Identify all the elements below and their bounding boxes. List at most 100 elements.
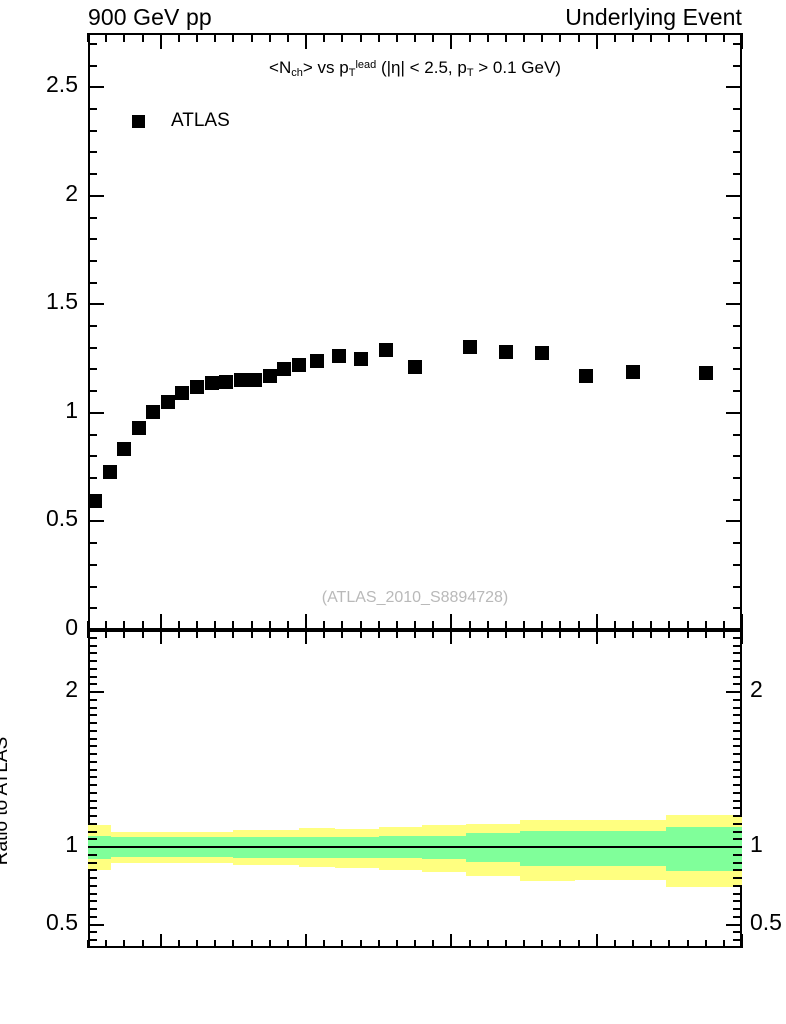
x-tick-main-bottom	[141, 621, 144, 630]
y-tick-ratio	[88, 714, 97, 717]
x-tick-ratio-bottom	[450, 934, 453, 948]
x-tick-ratio-bottom	[650, 940, 653, 948]
x-tick-main-top	[87, 33, 89, 42]
y-tick-ratio-right	[733, 745, 742, 748]
y-tick-ratio-right	[726, 691, 742, 694]
x-tick-main-top	[486, 33, 489, 42]
x-tick-ratio-bottom	[177, 940, 180, 948]
y-tick-ratio	[88, 869, 97, 872]
y-tick-main-right	[726, 194, 742, 197]
y-tick-ratio-right	[733, 908, 742, 911]
x-tick-ratio-bottom	[305, 934, 307, 948]
y-axis-label: 1.5	[46, 288, 78, 315]
y-tick-ratio-right	[733, 652, 742, 655]
x-tick-ratio-top	[650, 630, 653, 638]
title-sub-t: T	[348, 67, 356, 79]
y-tick-main	[88, 325, 97, 328]
y-tick-main-right	[733, 455, 742, 458]
x-tick-ratio-top	[541, 630, 544, 638]
x-tick-main-bottom	[432, 621, 435, 630]
y-axis-label: 0.5	[46, 505, 78, 532]
y-tick-ratio	[88, 675, 97, 678]
header-beam-label: 900 GeV pp	[88, 4, 212, 30]
y-tick-main-right	[726, 86, 742, 89]
x-tick-main-top	[650, 33, 653, 42]
x-tick-ratio-bottom	[232, 940, 235, 948]
y-tick-main-right	[733, 259, 742, 262]
data-point	[233, 373, 248, 388]
y-tick-main	[88, 411, 104, 414]
x-tick-ratio-bottom	[613, 940, 616, 948]
x-tick-main-top	[305, 33, 307, 49]
y-tick-ratio	[88, 745, 97, 748]
title-cond-a: (|η| < 2.5, p	[376, 58, 467, 77]
y-tick-ratio-right	[726, 923, 742, 926]
x-tick-ratio-bottom	[87, 940, 89, 948]
title-cond-b: > 0.1 GeV)	[473, 58, 561, 77]
y-tick-ratio-right	[733, 900, 742, 903]
y-tick-ratio	[88, 698, 97, 701]
data-point	[102, 464, 117, 479]
x-tick-ratio-bottom	[432, 940, 435, 948]
x-tick-ratio-bottom	[395, 940, 398, 948]
x-tick-ratio-top	[196, 630, 198, 638]
x-tick-main-bottom	[704, 621, 707, 630]
x-tick-ratio-top	[141, 630, 144, 638]
y-tick-ratio-right	[733, 869, 742, 872]
data-point	[88, 493, 103, 508]
y-axis-label: 0	[65, 614, 78, 640]
x-tick-main-bottom	[268, 621, 271, 630]
x-tick-main-bottom	[559, 621, 562, 630]
y-tick-ratio	[88, 884, 97, 887]
y-tick-main	[88, 303, 104, 306]
y-tick-ratio	[88, 939, 97, 942]
y-tick-ratio-right	[733, 884, 742, 887]
y-tick-main-right	[726, 303, 742, 306]
y-tick-main	[88, 216, 97, 219]
x-tick-ratio-top	[577, 630, 580, 638]
x-tick-main-top	[268, 33, 271, 42]
y-tick-ratio	[88, 853, 97, 856]
legend: ATLAS	[132, 110, 230, 132]
x-tick-main-top	[577, 33, 580, 42]
x-tick-ratio-bottom	[741, 934, 743, 948]
x-tick-main-top	[377, 33, 380, 42]
data-point	[219, 375, 234, 390]
data-point	[535, 345, 550, 360]
y-tick-ratio-right	[733, 784, 742, 787]
legend-marker-atlas	[132, 114, 145, 128]
y-tick-main-right	[733, 173, 742, 176]
y-tick-ratio	[88, 877, 97, 880]
data-point	[131, 421, 146, 436]
x-tick-ratio-top	[450, 630, 453, 644]
x-tick-main-bottom	[177, 621, 180, 630]
y-tick-main-right	[733, 433, 742, 436]
y-tick-ratio	[88, 636, 97, 639]
x-tick-main-bottom	[468, 621, 471, 630]
y-tick-main-right	[726, 520, 742, 523]
data-point	[309, 354, 324, 369]
data-point	[378, 342, 393, 357]
x-tick-main-top	[286, 33, 289, 42]
y-tick-ratio	[88, 892, 97, 895]
x-tick-main-bottom	[250, 621, 253, 630]
x-tick-ratio-bottom	[414, 940, 416, 948]
x-tick-main-top	[632, 33, 634, 42]
data-point	[277, 362, 292, 377]
x-tick-ratio-bottom	[341, 940, 344, 948]
y-tick-ratio	[88, 784, 97, 787]
y-tick-ratio	[88, 838, 97, 841]
y-tick-ratio	[88, 737, 97, 740]
x-tick-main-bottom	[595, 614, 598, 630]
y-tick-main	[88, 259, 97, 262]
y-tick-main-right	[726, 411, 742, 414]
x-tick-main-bottom	[450, 614, 453, 630]
data-point	[462, 339, 477, 354]
x-tick-ratio-bottom	[377, 940, 380, 948]
y-tick-main-right	[733, 42, 742, 45]
x-tick-ratio-bottom	[686, 940, 689, 948]
ratio-y-axis-label: 1	[65, 831, 78, 858]
y-tick-main	[88, 477, 97, 480]
x-tick-main-bottom	[123, 621, 126, 630]
y-tick-main-right	[733, 64, 742, 67]
